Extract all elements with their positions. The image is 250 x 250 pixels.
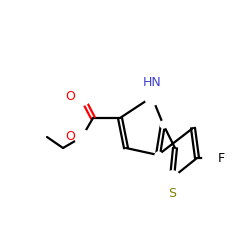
Text: F: F (218, 152, 225, 164)
Text: HN: HN (142, 76, 162, 89)
Text: O: O (65, 90, 75, 104)
Text: O: O (65, 130, 75, 143)
Text: S: S (168, 187, 176, 200)
